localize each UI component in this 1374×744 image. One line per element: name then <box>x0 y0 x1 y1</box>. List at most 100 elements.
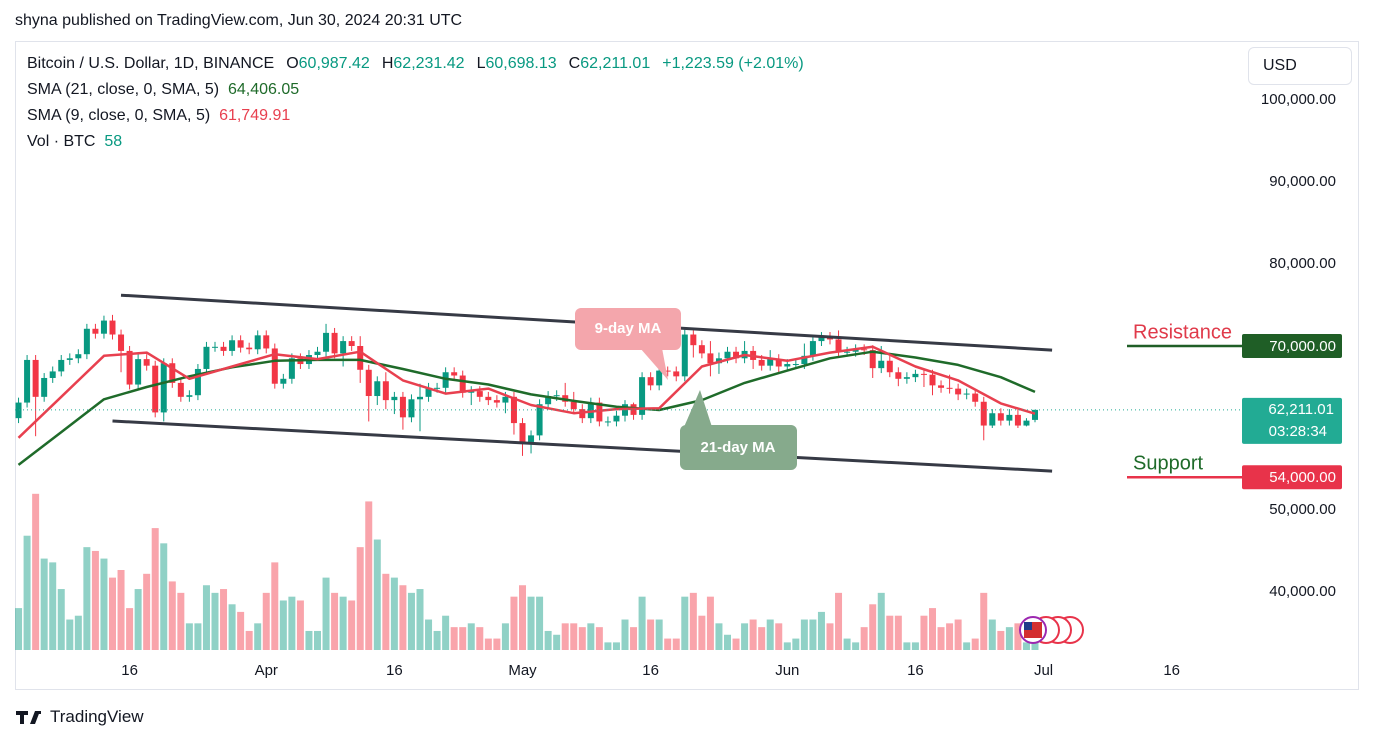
candle-body <box>1023 420 1030 426</box>
candle-body <box>357 346 364 370</box>
candle-body <box>408 399 415 418</box>
x-tick-label: 16 <box>386 662 403 679</box>
candle-body <box>502 396 509 403</box>
legend-sma-row: SMA (21, close, 0, SMA, 5) 64,406.05 <box>27 77 816 103</box>
level-value: 70,000.00 <box>1269 338 1336 355</box>
volume-bar <box>305 630 313 650</box>
volume-bar <box>587 623 595 650</box>
candle-body <box>698 345 705 354</box>
currency-button[interactable]: USD <box>1248 47 1352 85</box>
last-price-badge <box>1242 397 1342 444</box>
candle-body <box>391 396 398 401</box>
volume-bar <box>450 627 458 650</box>
volume-bar <box>220 589 228 650</box>
volume-bar <box>151 528 159 650</box>
x-tick-label: May <box>508 662 537 679</box>
volume-bar <box>578 627 586 650</box>
volume-bar <box>399 585 407 650</box>
volume-bar <box>1005 627 1013 650</box>
volume-value: 58 <box>104 133 123 150</box>
candle-body <box>647 377 654 386</box>
volume-bar <box>570 623 578 650</box>
candle-body <box>1006 414 1013 421</box>
volume-bar <box>194 623 202 650</box>
volume-bar <box>706 596 714 650</box>
volume-bar <box>715 623 723 650</box>
candle-body <box>656 370 663 386</box>
legend-symbol-row: Bitcoin / U.S. Dollar, 1D, BINANCE O60,98… <box>27 51 816 77</box>
volume-bar <box>971 638 979 650</box>
candle-body <box>126 350 133 385</box>
sma-line <box>17 350 1036 466</box>
candle-body <box>1014 414 1021 426</box>
change: +1,223.59 (+2.01%) <box>662 55 804 72</box>
candle-body <box>724 351 731 359</box>
volume-bar <box>689 592 697 650</box>
candle-body <box>459 375 466 393</box>
y-tick-label: 90,000.00 <box>1269 173 1336 190</box>
candle-body <box>955 388 962 395</box>
volume-bar <box>724 634 731 650</box>
candle-body <box>177 382 184 397</box>
candle-body <box>280 378 287 384</box>
candle-body <box>989 413 996 426</box>
volume-bar <box>442 615 450 650</box>
volume-bar <box>1014 623 1022 650</box>
volume-bar <box>160 543 168 650</box>
volume-bar <box>331 592 339 650</box>
legend: Bitcoin / U.S. Dollar, 1D, BINANCE O60,98… <box>27 51 816 155</box>
candle-body <box>929 374 936 386</box>
volume-bar <box>886 615 894 650</box>
candle-body <box>980 401 987 426</box>
volume-bar <box>835 592 843 650</box>
candle-body <box>690 334 697 346</box>
chart-frame <box>15 41 1359 690</box>
volume-bar <box>476 627 484 650</box>
candle-body <box>323 332 330 352</box>
volume-bar <box>339 596 347 650</box>
volume-bar <box>937 627 945 650</box>
volume-bar <box>758 627 766 650</box>
volume-bar <box>612 642 620 650</box>
candle-body <box>476 391 483 397</box>
candle-body <box>673 371 680 377</box>
candle-body <box>536 404 543 436</box>
volume-bar <box>860 627 868 650</box>
symbol: Bitcoin / U.S. Dollar, 1D, BINANCE <box>27 55 275 72</box>
candle-body <box>100 320 107 334</box>
candle-body <box>664 370 671 372</box>
volume-bar <box>467 623 475 650</box>
volume-bar <box>519 585 526 650</box>
volume-bar <box>544 630 552 650</box>
volume-bar <box>843 638 851 650</box>
x-tick-label: 16 <box>1163 662 1180 679</box>
volume-bar <box>553 634 561 650</box>
volume-bar <box>134 589 142 650</box>
candle-body <box>203 346 210 369</box>
axes: 40,000.00 50,000.00 80,000.00 90,000.00 100,… <box>121 91 1342 679</box>
level-badge <box>1242 334 1342 358</box>
volume-bar <box>493 638 501 650</box>
candle-body <box>314 351 321 356</box>
candle-body <box>758 359 765 366</box>
volume-bar <box>433 630 441 650</box>
candle-body <box>220 346 227 351</box>
ohlc-value: 60,698.13 <box>485 55 557 72</box>
volume-bar <box>929 608 936 650</box>
volume-bar <box>32 493 40 650</box>
candle-body <box>382 381 389 401</box>
ohlc-key: C <box>568 55 581 72</box>
ohlc-value: 62,231.42 <box>393 55 465 72</box>
candle-body <box>58 359 65 372</box>
volume-bar <box>792 638 800 650</box>
candle-body <box>604 421 611 423</box>
volume-bar <box>109 577 116 650</box>
candle-body <box>66 358 73 360</box>
indicator-value: 64,406.05 <box>227 81 300 98</box>
candle-body <box>852 349 859 352</box>
candle-body <box>963 393 970 395</box>
volume-bar <box>749 619 757 650</box>
volume-bar <box>373 539 381 650</box>
candle-body <box>997 413 1004 421</box>
